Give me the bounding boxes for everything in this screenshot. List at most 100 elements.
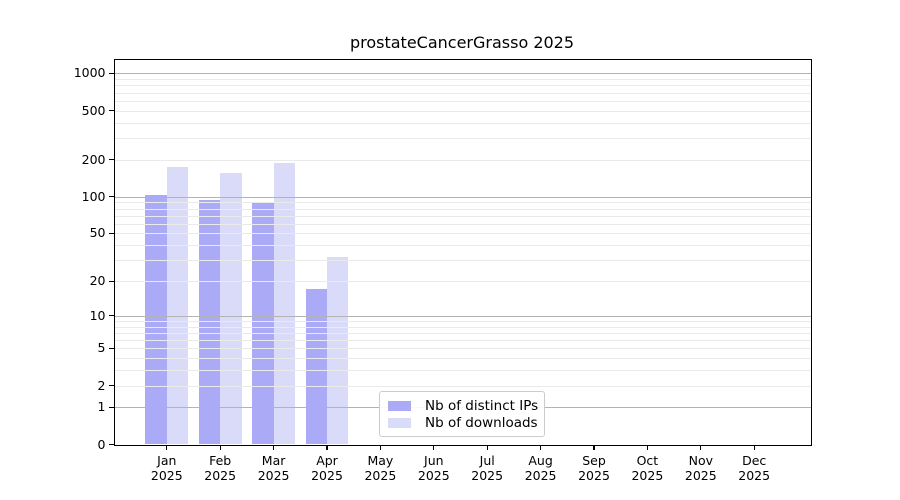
bar-downloads — [327, 256, 349, 445]
x-tick-label: Sep 2025 — [562, 453, 626, 484]
y-tick-mark — [109, 280, 114, 282]
x-tick-label: Mar 2025 — [242, 453, 306, 484]
legend: Nb of distinct IPs Nb of downloads — [379, 391, 545, 437]
minor-gridline — [114, 85, 811, 87]
x-tick-mark — [646, 445, 648, 451]
y-tick-label: 5 — [97, 340, 106, 356]
x-tick-label-year: 2025 — [524, 468, 557, 483]
minor-gridline — [114, 260, 811, 262]
minor-gridline — [114, 159, 811, 161]
minor-gridline — [114, 358, 811, 360]
bar-downloads — [220, 172, 242, 445]
bar-downloads — [166, 167, 189, 445]
y-tick-mark — [109, 406, 114, 408]
minor-gridline — [114, 110, 811, 112]
bar-downloads — [273, 163, 295, 445]
x-tick-label-month: Sep — [582, 452, 606, 468]
x-tick-label-month: May — [367, 452, 394, 468]
legend-label: Nb of distinct IPs — [425, 397, 539, 414]
y-tick-label: 20 — [89, 273, 106, 288]
x-tick-mark — [326, 445, 328, 451]
x-tick-label: Nov 2025 — [669, 453, 733, 484]
x-tick-mark — [379, 445, 381, 451]
minor-gridline — [114, 348, 811, 350]
x-tick-mark — [593, 445, 595, 451]
minor-gridline — [114, 223, 811, 225]
x-tick-mark — [219, 445, 221, 451]
y-tick-label: 100 — [81, 188, 106, 204]
legend-label: Nb of downloads — [425, 415, 538, 432]
legend-swatch-downloads — [388, 418, 411, 429]
minor-gridline — [114, 233, 811, 235]
bar-distinct-ips — [145, 195, 167, 445]
y-tick-label: 10 — [89, 307, 106, 323]
minor-gridline — [114, 100, 811, 102]
x-tick-label-month: Mar — [261, 452, 286, 468]
y-tick-mark — [109, 196, 114, 198]
minor-gridline — [114, 332, 811, 334]
x-tick-label: Jan 2025 — [135, 453, 199, 484]
chart-title: prostateCancerGrasso 2025 — [349, 33, 575, 52]
x-tick-label-month: Jul — [479, 452, 495, 468]
x-tick-mark — [753, 445, 755, 451]
minor-gridline — [114, 281, 811, 282]
x-tick-mark — [700, 445, 702, 451]
x-tick-mark — [540, 445, 542, 451]
y-tick-mark — [109, 72, 114, 75]
x-tick-label-month: Jan — [157, 452, 177, 468]
x-tick-mark — [433, 445, 435, 451]
x-tick-mark — [273, 445, 275, 451]
y-tick-label: 50 — [89, 225, 106, 241]
bar-distinct-ips — [252, 202, 274, 445]
minor-gridline — [114, 320, 811, 322]
y-tick-label: 1 — [97, 399, 106, 415]
x-tick-label: May 2025 — [348, 453, 412, 484]
x-tick-label-month: Nov — [688, 452, 713, 468]
y-tick-mark — [109, 385, 114, 387]
x-tick-label-year: 2025 — [471, 468, 504, 483]
x-tick-label-year: 2025 — [631, 468, 664, 483]
x-tick-label-month: Dec — [742, 452, 767, 468]
x-tick-label-month: Jun — [424, 452, 444, 468]
legend-row: Nb of distinct IPs — [388, 397, 539, 415]
y-tick-mark — [109, 444, 114, 446]
minor-gridline — [114, 370, 811, 372]
x-tick-label-year: 2025 — [150, 468, 183, 483]
x-tick-label-year: 2025 — [684, 468, 717, 483]
x-tick-label-month: Aug — [528, 452, 553, 468]
y-tick-label: 1000 — [73, 65, 106, 81]
legend-row: Nb of downloads — [388, 415, 538, 433]
x-tick-label-year: 2025 — [578, 468, 610, 483]
y-tick-mark — [109, 232, 114, 235]
major-gridline — [114, 196, 811, 198]
y-tick-label: 0 — [97, 436, 106, 452]
x-tick-label-year: 2025 — [257, 468, 290, 483]
minor-gridline — [114, 215, 811, 217]
major-gridline — [114, 315, 811, 317]
y-tick-label: 200 — [81, 151, 106, 167]
minor-gridline — [114, 245, 811, 247]
minor-gridline — [114, 202, 811, 204]
minor-gridline — [114, 340, 811, 341]
x-tick-label-year: 2025 — [311, 468, 343, 483]
x-tick-label: Apr 2025 — [295, 453, 359, 484]
x-tick-label: Jun 2025 — [402, 453, 466, 484]
y-tick-mark — [109, 315, 114, 317]
bar-distinct-ips — [305, 289, 327, 445]
minor-gridline — [114, 92, 811, 94]
x-tick-label: Jul 2025 — [455, 453, 519, 484]
minor-gridline — [114, 385, 811, 387]
y-tick-label: 500 — [81, 102, 106, 118]
x-tick-mark — [166, 445, 168, 451]
x-tick-label-year: 2025 — [204, 468, 237, 483]
x-tick-mark — [486, 445, 488, 451]
x-tick-label: Feb 2025 — [188, 453, 252, 484]
minor-gridline — [114, 122, 811, 124]
plot-area — [113, 59, 812, 446]
minor-gridline — [114, 79, 811, 81]
minor-gridline — [114, 138, 811, 140]
x-tick-label: Dec 2025 — [722, 453, 786, 484]
minor-gridline — [114, 208, 811, 210]
x-tick-label-year: 2025 — [738, 468, 771, 483]
